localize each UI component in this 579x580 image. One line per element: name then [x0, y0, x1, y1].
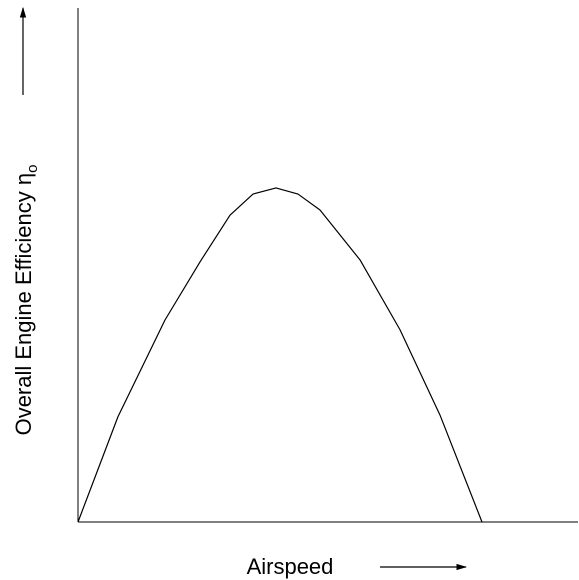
x-axis-label: Airspeed — [247, 554, 334, 579]
y-label-main: Overall Engine Efficiency η — [11, 173, 36, 436]
y-label-subscript: o — [24, 165, 41, 173]
y-axis-label: Overall Engine Efficiency ηo — [11, 165, 41, 436]
line — [77, 187, 483, 523]
